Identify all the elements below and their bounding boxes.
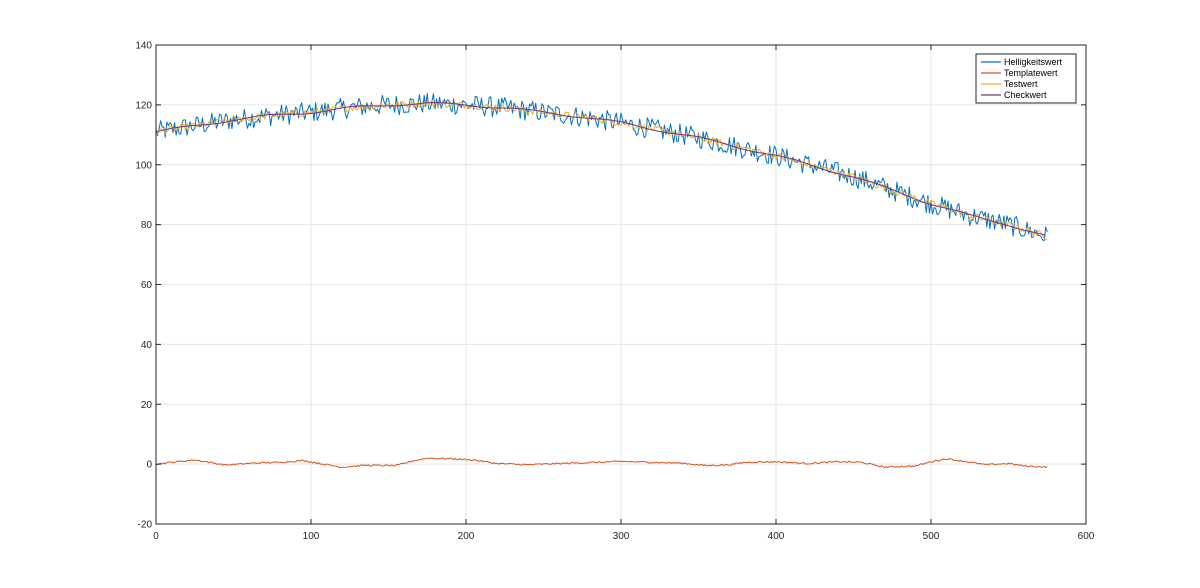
- y-tick-label: 100: [135, 160, 152, 171]
- legend: HelligkeitswertTemplatewertTestwertCheck…: [975, 53, 1077, 104]
- series-line-checkwert: [155, 102, 1046, 236]
- x-tick-label: 100: [303, 531, 320, 542]
- y-tick-label: 140: [135, 41, 152, 52]
- y-tick-label: 0: [146, 460, 152, 471]
- series-line-testwert: [155, 100, 1048, 241]
- y-tick-label: 60: [141, 280, 153, 291]
- legend-label-helligkeitswert: Helligkeitswert: [1004, 57, 1063, 67]
- series-line-helligkeitswert: [155, 92, 1048, 242]
- y-tick-label: 20: [141, 400, 153, 411]
- x-tick-label: 500: [923, 531, 940, 542]
- x-tick-label: 300: [613, 531, 630, 542]
- y-tick-label: 120: [135, 100, 152, 111]
- legend-label-templatewert: Templatewert: [1004, 68, 1058, 78]
- series-layer: [155, 92, 1048, 469]
- legend-label-testwert: Testwert: [1004, 79, 1038, 89]
- x-tick-label: 200: [458, 531, 475, 542]
- y-tick-label: 40: [141, 340, 153, 351]
- y-tick-label: -20: [138, 520, 153, 531]
- series-line-templatewert: [155, 457, 1048, 469]
- y-tick-label: 80: [141, 220, 153, 231]
- x-tick-label: 600: [1078, 531, 1095, 542]
- x-tick-label: 400: [768, 531, 785, 542]
- x-tick-label: 0: [153, 531, 159, 542]
- legend-label-checkwert: Checkwert: [1004, 90, 1047, 100]
